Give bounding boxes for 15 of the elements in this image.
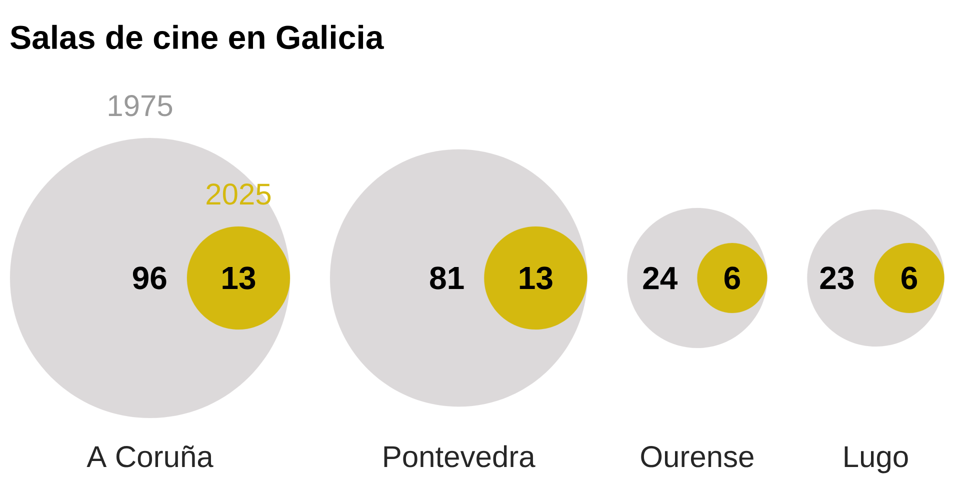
- data-label: 23: [820, 266, 854, 290]
- category-label: A Coruña: [86, 445, 214, 468]
- data-label: 81: [430, 266, 464, 290]
- text: Salas de cine en Galicia: [10, 24, 384, 50]
- category-label: Lugo: [844, 446, 908, 474]
- data-label: 13: [222, 266, 256, 290]
- category-label: Pontevedra: [384, 445, 536, 468]
- data-label: 6: [724, 266, 740, 290]
- data-label: 24: [643, 266, 678, 290]
- data-label: 13: [520, 266, 552, 290]
- series-label: 2025: [206, 184, 271, 205]
- data-label: 6: [902, 266, 917, 290]
- series-label: 1975: [108, 95, 172, 116]
- category-label: Ourense: [641, 446, 754, 468]
- data-label: 96: [132, 266, 166, 290]
